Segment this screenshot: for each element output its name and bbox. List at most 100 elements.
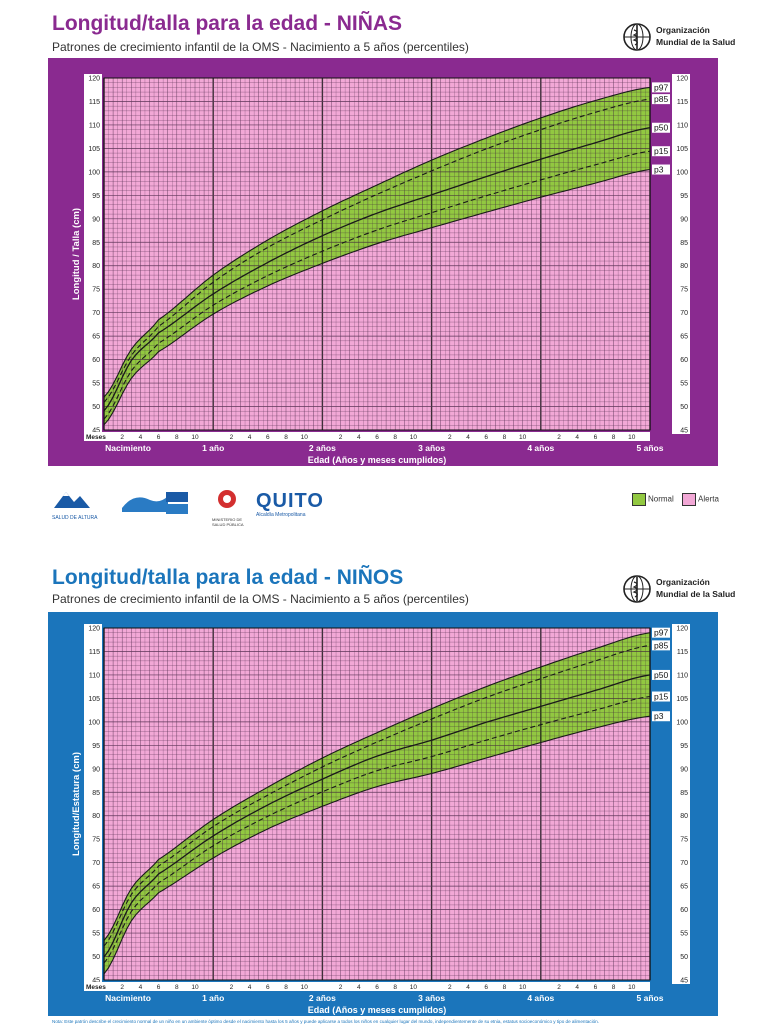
series-label-bg-p50 bbox=[652, 669, 670, 680]
partner-logos: SALUD DE ALTURA MINISTERIO DE SALUD PÚBL… bbox=[52, 488, 352, 527]
y-tick-label-left: 80 bbox=[92, 813, 100, 820]
x-month-tick-label: 8 bbox=[503, 984, 507, 991]
x-month-tick-label: 2 bbox=[557, 434, 561, 441]
x-month-tick-label: 6 bbox=[375, 434, 379, 441]
y-axis-left-panel bbox=[84, 624, 102, 984]
x-month-tick-label: 4 bbox=[248, 434, 252, 441]
y-tick-label-left: 105 bbox=[88, 146, 100, 153]
girls-footnote-line1: Nota: Este patrón describe el crecimient… bbox=[52, 469, 599, 474]
series-label-bg-p85 bbox=[652, 94, 670, 105]
y-tick-label-left: 70 bbox=[92, 860, 100, 867]
grid bbox=[103, 627, 651, 981]
x-month-tick-label: 10 bbox=[191, 984, 199, 991]
y-tick-label-left: 60 bbox=[92, 357, 100, 364]
x-month-tick-label: 2 bbox=[230, 434, 234, 441]
y-tick-label-right: 100 bbox=[676, 169, 688, 176]
series-line-p15 bbox=[103, 695, 651, 964]
msp-logo-line2: SALUD PÚBLICA bbox=[212, 522, 244, 527]
x-month-tick-label: 10 bbox=[191, 434, 199, 441]
who-name: Organización Mundial de la Salud bbox=[656, 24, 735, 48]
series-line-p97 bbox=[103, 86, 651, 398]
y-tick-label-left: 85 bbox=[92, 790, 100, 797]
y-tick-label-left: 95 bbox=[92, 193, 100, 200]
who-name-line1: Organización bbox=[656, 25, 710, 35]
y-tick-label-right: 85 bbox=[680, 790, 688, 797]
who-emblem-icon bbox=[623, 575, 651, 603]
girls-chart-frame: p97 p85 p50 p15 p3 45 45 50 50 55 55 60 60 65 65 70 70 75… bbox=[48, 58, 718, 466]
y-tick-label-right: 90 bbox=[680, 766, 688, 773]
x-month-tick-label: 4 bbox=[139, 434, 143, 441]
msp-logo-text: MINISTERIO DE SALUD PÚBLICA bbox=[212, 517, 244, 527]
series-label-p3: p3 bbox=[654, 711, 664, 721]
series-label-p85: p85 bbox=[654, 94, 668, 104]
y-tick-label-left: 110 bbox=[89, 122, 100, 129]
series-label-bg-p85 bbox=[652, 640, 670, 651]
msp-logo-line1: MINISTERIO DE bbox=[212, 517, 243, 522]
y-tick-label-right: 120 bbox=[676, 76, 688, 83]
series-label-bg-p15 bbox=[652, 691, 670, 702]
rtc-logo bbox=[164, 490, 190, 521]
series-label-bg-p15 bbox=[652, 146, 670, 157]
series-label-bg-p3 bbox=[652, 164, 670, 175]
who-name-boys: Organización Mundial de la Salud bbox=[656, 576, 735, 600]
x-year-label: 1 año bbox=[202, 993, 224, 1003]
x-month-tick-label: 8 bbox=[393, 434, 397, 441]
x-month-tick-label: 8 bbox=[175, 984, 179, 991]
salud-altura-logo-text: SALUD DE ALTURA bbox=[52, 515, 98, 521]
quito-logo-text: QUITO bbox=[256, 490, 324, 512]
x-year-label: 5 años bbox=[637, 993, 664, 1003]
series-line-p3 bbox=[103, 168, 651, 426]
x-month-tick-label: 6 bbox=[594, 434, 598, 441]
x-year-label: Nacimiento bbox=[105, 993, 151, 1003]
y-tick-label-left: 50 bbox=[92, 404, 100, 411]
y-tick-label-left: 60 bbox=[92, 907, 100, 914]
y-tick-label-right: 75 bbox=[680, 287, 688, 294]
x-month-tick-label: 6 bbox=[484, 434, 488, 441]
y-tick-label-left: 45 bbox=[92, 978, 100, 985]
y-tick-label-right: 95 bbox=[680, 193, 688, 200]
boys-chart-title: Longitud/talla para la edad - NIÑOS bbox=[52, 566, 404, 589]
x-year-label: 4 años bbox=[527, 993, 554, 1003]
girls-chart-panel: Longitud/talla para la edad - NIÑAS Patr… bbox=[48, 12, 735, 527]
y-axis-right-panel bbox=[672, 74, 690, 434]
x-month-tick-label: 2 bbox=[120, 434, 124, 441]
x-month-tick-label: 10 bbox=[301, 434, 309, 441]
x-year-label: 4 años bbox=[527, 443, 554, 453]
boys-growth-chart: p97 p85 p50 p15 p3 45 45 50 50 55 55 60 60 65 65 70 70 75… bbox=[71, 624, 690, 1015]
y-tick-label-right: 70 bbox=[680, 310, 688, 317]
boys-footnote-line1: Nota: Este patrón describe el crecimient… bbox=[52, 1019, 599, 1024]
series-label-p50: p50 bbox=[654, 670, 668, 680]
y-tick-label-right: 105 bbox=[676, 696, 688, 703]
x-axis-title: Edad (Años y meses cumplidos) bbox=[308, 1005, 447, 1015]
series-label-p97: p97 bbox=[654, 82, 668, 92]
y-tick-label-right: 55 bbox=[680, 931, 688, 938]
series-label-p15: p15 bbox=[654, 692, 668, 702]
x-corner-label: Meses bbox=[86, 434, 106, 441]
x-month-tick-label: 4 bbox=[466, 984, 470, 991]
x-month-tick-label: 10 bbox=[519, 984, 527, 991]
y-tick-label-left: 90 bbox=[92, 216, 100, 223]
x-corner-label: Meses bbox=[86, 984, 106, 991]
y-tick-label-left: 100 bbox=[88, 169, 100, 176]
series-line-p85 bbox=[103, 644, 651, 947]
series-label-p85: p85 bbox=[654, 640, 668, 650]
y-tick-label-right: 45 bbox=[680, 428, 688, 435]
x-year-label: 1 año bbox=[202, 443, 224, 453]
y-tick-label-right: 60 bbox=[680, 357, 688, 364]
plot-border bbox=[103, 77, 651, 431]
girls-footnote: Nota: Este patrón describe el crecimient… bbox=[52, 468, 712, 482]
x-month-tick-label: 10 bbox=[410, 434, 418, 441]
boys-footnote: Nota: Este patrón describe el crecimient… bbox=[52, 1018, 712, 1025]
y-tick-label-left: 115 bbox=[89, 99, 100, 106]
y-axis-title: Longitud / Talla (cm) bbox=[71, 208, 82, 300]
who-name-line2: Mundial de la Salud bbox=[656, 589, 736, 599]
series-line-p3 bbox=[103, 715, 651, 975]
y-tick-label-right: 80 bbox=[680, 263, 688, 270]
x-month-strip bbox=[84, 982, 650, 991]
y-tick-label-left: 85 bbox=[92, 240, 100, 247]
x-month-tick-label: 8 bbox=[503, 434, 507, 441]
y-tick-label-left: 65 bbox=[92, 884, 100, 891]
x-month-tick-label: 2 bbox=[339, 984, 343, 991]
wave-logo bbox=[120, 490, 170, 519]
x-year-label: 5 años bbox=[637, 443, 664, 453]
